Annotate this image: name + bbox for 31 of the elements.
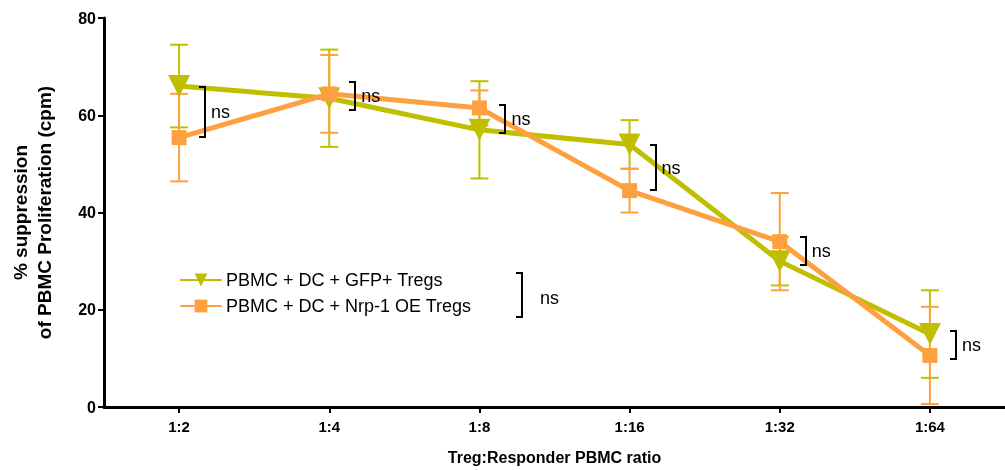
legend-label: PBMC + DC + Nrp-1 OE Tregs	[226, 296, 472, 316]
annotation: ns	[211, 101, 231, 123]
point	[468, 118, 491, 141]
x-tick-label: 1:64	[914, 418, 946, 435]
legend-label: PBMC + DC + GFP+ Tregs	[226, 270, 443, 290]
x-axis-title: Treg:Responder PBMC ratio	[447, 448, 662, 466]
y-tick-label: 80	[78, 9, 97, 27]
point	[171, 130, 187, 146]
annotation: ns	[961, 334, 981, 356]
x-tick-label: 1:16	[614, 418, 645, 435]
y-axis-title: % suppression of PBMC Proliferation (cpm)	[9, 85, 55, 340]
point	[772, 234, 788, 250]
y-tick-label: 40	[78, 204, 97, 221]
x-tick-label: 1:2	[168, 418, 190, 435]
x-tick-label: 1:32	[764, 418, 795, 435]
y-tick-label: 0	[87, 398, 97, 416]
point	[922, 347, 938, 363]
point	[768, 250, 791, 273]
point	[618, 133, 641, 156]
point	[168, 75, 191, 98]
annotation: ns	[511, 109, 531, 131]
annotation: ns	[540, 288, 560, 309]
y-tick-label: 20	[78, 301, 97, 319]
x-tick-label: 1:4	[318, 418, 341, 435]
y-tick-label: 60	[78, 106, 97, 124]
annotation: ns	[661, 157, 681, 179]
point	[918, 323, 941, 346]
x-tick-label: 1:8	[468, 418, 491, 435]
point	[622, 183, 638, 199]
annotation: ns	[811, 241, 831, 263]
point	[471, 100, 487, 116]
